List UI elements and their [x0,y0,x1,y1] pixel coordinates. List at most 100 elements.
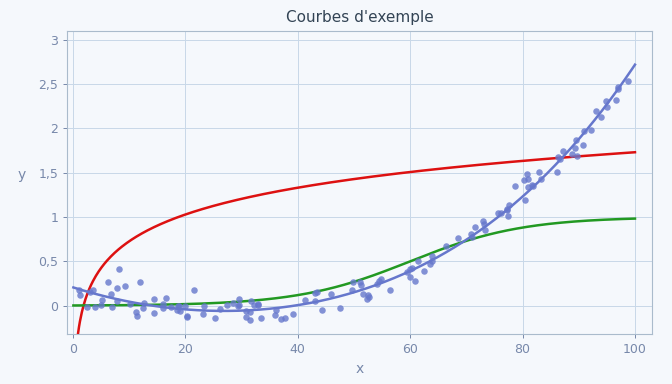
Point [469,224,480,230]
Point [157,301,168,307]
Point [175,308,185,314]
Point [172,307,183,313]
Point [82,304,93,310]
Point [504,202,515,209]
Point [410,278,421,284]
Point [255,315,266,321]
Point [602,104,613,110]
Point [522,184,533,190]
Point [363,292,374,298]
Point [466,232,476,238]
Point [528,183,538,189]
Point [234,296,245,303]
Point [157,305,168,311]
Point [426,253,437,259]
Point [96,296,107,303]
Point [241,308,251,314]
Point [480,227,491,233]
Point [356,281,367,288]
Point [502,207,513,213]
Point [280,315,290,321]
Point [103,279,114,285]
Point [453,235,464,242]
Point [384,287,395,293]
Point [173,303,183,310]
Point [74,292,85,298]
Point [241,314,251,320]
Point [552,169,562,175]
Point [182,314,193,321]
Point [135,279,146,285]
Point [586,127,597,133]
Point [569,144,580,151]
Point [149,296,160,303]
Point [317,307,327,313]
Point [246,298,257,305]
Point [335,305,345,311]
Point [522,176,533,182]
Point [502,214,513,220]
Point [165,305,176,311]
Point [312,290,323,296]
Point [269,312,280,318]
Point [85,289,95,295]
Point [114,266,124,272]
Point [248,301,259,308]
Point [271,307,282,313]
Point [402,268,413,275]
Point [347,287,358,293]
Point [130,309,141,315]
Point [374,278,384,284]
Point [288,311,298,317]
Point [501,205,512,212]
Point [361,296,372,302]
Point [555,156,566,162]
Point [149,310,159,316]
Y-axis label: y: y [17,169,26,182]
Point [189,287,200,293]
Point [227,300,238,306]
Point [407,265,417,271]
Point [125,301,136,308]
Point [364,294,374,300]
Point [107,303,118,310]
Point [405,266,415,272]
Point [173,303,184,310]
Point [571,137,581,143]
Point [466,234,477,240]
Point [215,306,226,312]
Point [309,290,320,296]
Point [372,281,382,287]
Point [427,258,437,264]
Point [347,279,358,285]
Point [88,287,99,293]
Point [198,311,208,317]
Point [309,298,320,304]
Point [325,291,336,297]
Point [376,276,387,282]
Point [622,78,633,84]
Point [138,300,149,306]
Point [519,177,530,183]
Point [405,274,416,280]
Point [95,302,106,308]
Point [496,210,507,216]
Point [610,96,621,103]
Point [222,301,233,308]
Point [566,151,577,157]
Point [244,309,255,315]
Point [137,305,148,311]
Point [413,258,423,264]
Point [509,183,520,189]
Point [578,142,589,148]
Point [441,243,452,249]
Point [613,84,624,90]
Point [180,303,191,309]
Point [198,303,209,310]
Point [73,287,84,293]
Point [106,291,116,297]
Point [89,303,100,310]
Point [358,291,369,297]
Point [275,316,286,322]
Point [601,98,612,104]
